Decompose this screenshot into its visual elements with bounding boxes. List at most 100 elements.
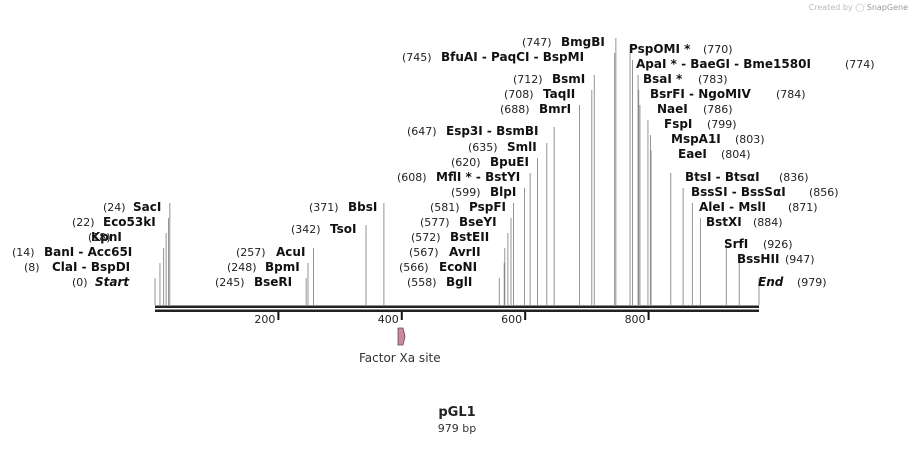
position-label-avrii: (567) xyxy=(409,246,439,259)
position-label-mspa1i: (803) xyxy=(735,133,765,146)
enzyme-label-end[interactable]: End xyxy=(758,275,784,289)
position-label-bpuei: (620) xyxy=(451,156,481,169)
position-label-bani: (14) xyxy=(12,246,35,259)
factor-xa-site-label[interactable]: Factor Xa site xyxy=(359,351,441,365)
enzyme-label-bstxi[interactable]: BstXI xyxy=(706,215,742,229)
position-label-bstxi: (884) xyxy=(753,216,783,229)
snapgene-logo-icon: ◯ xyxy=(855,3,865,12)
enzyme-label-mspa1i[interactable]: MspA1I xyxy=(671,132,721,146)
position-label-eaei: (804) xyxy=(721,148,751,161)
watermark: Created by ◯ SnapGene xyxy=(809,3,908,12)
enzyme-label-alei[interactable]: AleI - MslI xyxy=(699,200,766,214)
enzyme-label-clai[interactable]: ClaI - BspDI xyxy=(52,260,130,274)
ruler-label-400: 400 xyxy=(378,313,399,326)
enzyme-label-bsmi[interactable]: BsmI xyxy=(552,72,585,86)
enzyme-label-bani[interactable]: BanI - Acc65I xyxy=(44,245,132,259)
position-label-btsi: (836) xyxy=(779,171,809,184)
enzyme-label-kpni[interactable]: KpnI xyxy=(91,230,122,244)
enzyme-label-saci[interactable]: SacI xyxy=(133,200,161,214)
enzyme-label-avrii[interactable]: AvrII xyxy=(449,245,481,259)
enzyme-label-bsteii[interactable]: BstEII xyxy=(450,230,489,244)
position-label-start: (0) xyxy=(72,276,88,289)
enzyme-label-pspomi[interactable]: PspOMI * xyxy=(629,42,691,56)
position-label-bsrfi: (784) xyxy=(776,88,806,101)
enzyme-label-naei[interactable]: NaeI xyxy=(657,102,688,116)
enzyme-label-eaei[interactable]: EaeI xyxy=(678,147,707,161)
enzyme-label-bsssi[interactable]: BssSI - BssSαI xyxy=(691,185,786,199)
position-label-bgli: (558) xyxy=(407,276,437,289)
position-label-bfuai: (745) xyxy=(402,51,432,64)
enzyme-label-bsai[interactable]: BsaI * xyxy=(643,72,683,86)
position-label-bsssi: (856) xyxy=(809,186,839,199)
enzyme-label-bseyi[interactable]: BseYI xyxy=(459,215,497,229)
position-label-esp3i: (647) xyxy=(407,125,437,138)
enzyme-label-econi[interactable]: EcoNI xyxy=(439,260,477,274)
enzyme-label-acui[interactable]: AcuI xyxy=(276,245,305,259)
enzyme-label-pspfi[interactable]: PspFI xyxy=(469,200,506,214)
watermark-brand: SnapGene xyxy=(866,3,908,12)
ruler-label-600: 600 xyxy=(501,313,522,326)
plasmid-length: 979 bp xyxy=(437,422,477,435)
enzyme-label-blpi[interactable]: BlpI xyxy=(490,185,516,199)
enzyme-label-bgli[interactable]: BglI xyxy=(446,275,472,289)
position-label-bmri: (688) xyxy=(500,103,530,116)
position-label-bmgbi: (747) xyxy=(522,36,552,49)
enzyme-label-bmgbi[interactable]: BmgBI xyxy=(561,35,605,49)
enzyme-label-bbsi[interactable]: BbsI xyxy=(348,200,377,214)
position-label-eco53ki: (22) xyxy=(72,216,95,229)
position-label-bpmi: (248) xyxy=(227,261,257,274)
position-label-bsteii: (572) xyxy=(411,231,441,244)
enzyme-label-srfi[interactable]: SrfI xyxy=(724,237,748,251)
position-label-tsoi: (342) xyxy=(291,223,321,236)
position-label-mfli: (608) xyxy=(397,171,427,184)
ruler-label-800: 800 xyxy=(625,313,646,326)
enzyme-label-mfli[interactable]: MflI * - BstYI xyxy=(436,170,520,184)
enzyme-label-esp3i[interactable]: Esp3I - BsmBI xyxy=(446,124,538,138)
position-label-saci: (24) xyxy=(103,201,126,214)
plasmid-name: pGL1 xyxy=(438,405,476,420)
enzyme-label-taqii[interactable]: TaqII xyxy=(543,87,575,101)
enzyme-label-fspi[interactable]: FspI xyxy=(664,117,692,131)
position-label-kpni: (18) xyxy=(88,231,111,244)
position-label-srfi: (926) xyxy=(763,238,793,251)
position-label-econi: (566) xyxy=(399,261,429,274)
enzyme-label-bseri[interactable]: BseRI xyxy=(254,275,292,289)
enzyme-label-bfuai[interactable]: BfuAI - PaqCI - BspMI xyxy=(441,50,584,64)
position-label-bbsi: (371) xyxy=(309,201,339,214)
enzyme-label-tsoi[interactable]: TsoI xyxy=(330,222,356,236)
position-label-apai: (774) xyxy=(845,58,875,71)
factor-xa-site-arrow[interactable] xyxy=(397,327,406,346)
enzyme-label-eco53ki[interactable]: Eco53kI xyxy=(103,215,156,229)
enzyme-label-smli[interactable]: SmlI xyxy=(507,140,537,154)
position-label-bsshii: (947) xyxy=(785,253,815,266)
position-label-bsai: (783) xyxy=(698,73,728,86)
enzyme-label-bpuei[interactable]: BpuEI xyxy=(490,155,529,169)
position-label-alei: (871) xyxy=(788,201,818,214)
position-label-fspi: (799) xyxy=(707,118,737,131)
position-label-blpi: (599) xyxy=(451,186,481,199)
position-label-end: (979) xyxy=(797,276,827,289)
sequence-backbone-strand xyxy=(155,309,759,312)
position-label-bseyi: (577) xyxy=(420,216,450,229)
enzyme-label-start[interactable]: Start xyxy=(95,275,130,289)
enzyme-label-btsi[interactable]: BtsI - BtsαI xyxy=(685,170,760,184)
position-label-bsmi: (712) xyxy=(513,73,543,86)
enzyme-label-bsshii[interactable]: BssHII xyxy=(737,252,779,266)
ruler-label-200: 200 xyxy=(254,313,275,326)
position-label-clai: (8) xyxy=(24,261,40,274)
position-label-naei: (786) xyxy=(703,103,733,116)
enzyme-label-bpmi[interactable]: BpmI xyxy=(265,260,300,274)
position-label-bseri: (245) xyxy=(215,276,245,289)
position-label-pspfi: (581) xyxy=(430,201,460,214)
watermark-prefix: Created by xyxy=(808,3,853,12)
sequence-backbone xyxy=(155,305,759,308)
enzyme-label-bmri[interactable]: BmrI xyxy=(539,102,571,116)
position-label-acui: (257) xyxy=(236,246,266,259)
position-label-pspomi: (770) xyxy=(703,43,733,56)
enzyme-label-bsrfi[interactable]: BsrFI - NgoMIV xyxy=(650,87,751,101)
enzyme-label-apai[interactable]: ApaI * - BaeGI - Bme1580I xyxy=(636,57,811,71)
position-label-taqii: (708) xyxy=(504,88,534,101)
position-label-smli: (635) xyxy=(468,141,498,154)
